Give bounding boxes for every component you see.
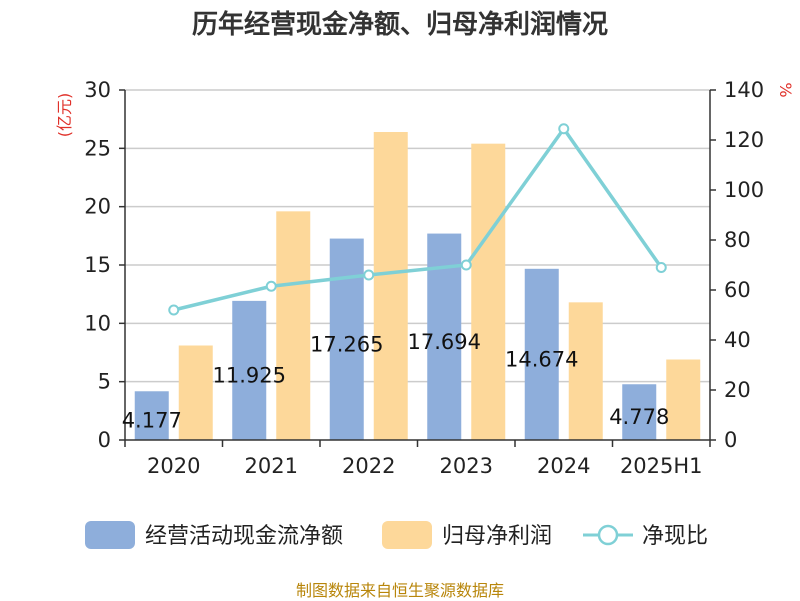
- y-left-tick-label: 5: [98, 370, 111, 394]
- y-right-tick-label: 100: [724, 178, 764, 202]
- x-tick-label: 2023: [440, 454, 493, 478]
- y-right-tick-label: 20: [724, 378, 751, 402]
- y-right-tick-label: 140: [724, 78, 764, 102]
- ratio-point: [265, 280, 277, 292]
- y-left-tick-label: 10: [84, 311, 111, 335]
- ratio-point: [558, 123, 570, 135]
- chart-title: 历年经营现金净额、归母净利润情况: [191, 10, 608, 40]
- y-left-tick-label: 30: [84, 78, 111, 102]
- net-profit-bar: [178, 345, 213, 440]
- cashflow-bar: [622, 384, 657, 440]
- grid-lines: [125, 89, 710, 383]
- x-tick-label: 2021: [245, 454, 298, 478]
- net-profit-bar: [568, 302, 603, 440]
- y-right-tick-label: 0: [724, 428, 737, 452]
- ratio-point: [363, 269, 375, 281]
- x-tick-label: 2022: [342, 454, 395, 478]
- y-left-tick-label: 0: [98, 428, 111, 452]
- legend-swatch-cashflow: [85, 521, 135, 549]
- cashflow-bar: [134, 391, 169, 440]
- y-right-tick-label: 40: [724, 328, 751, 352]
- legend-label-ratio: 净现比: [642, 524, 708, 549]
- y-left-tick-label: 15: [84, 253, 111, 277]
- y-left-axis-label: (亿元): [55, 93, 74, 138]
- data-labels: 4.177 11.925 17.265 17.694 14.674 4.778: [122, 330, 670, 433]
- cashflow-data-label: 4.177: [122, 409, 182, 433]
- x-tick-label: 2020: [147, 454, 200, 478]
- ratio-point: [460, 259, 472, 271]
- cashflow-data-label: 17.265: [310, 332, 383, 356]
- source-note: 制图数据来自恒生聚源数据库: [295, 581, 504, 600]
- y-right-axis-label: %: [776, 82, 795, 97]
- net-profit-bar: [666, 359, 701, 440]
- cashflow-data-label: 14.674: [505, 347, 578, 371]
- y-left-tick-label: 25: [84, 136, 111, 160]
- cashflow-bar: [329, 238, 364, 440]
- cashflow-data-label: 4.778: [609, 405, 669, 429]
- ratio-point: [655, 262, 667, 273]
- legend-label-net-profit: 归母净利润: [442, 524, 552, 549]
- legend: 经营活动现金流净额 归母净利润 净现比: [85, 521, 708, 549]
- axes: 0 5 10 15 20 25 30 0 20 40 60 80 100 120 140 (亿元)% 2020 2…: [55, 78, 795, 478]
- legend-swatch-net-profit: [382, 521, 432, 549]
- ratio-line-path: [173, 125, 663, 312]
- net-profit-bar: [373, 132, 408, 440]
- y-right-tick-label: 80: [724, 228, 751, 252]
- ratio-line: [168, 123, 667, 316]
- y-left-tick-label: 20: [84, 195, 111, 219]
- net-profit-bar: [471, 143, 506, 440]
- cashflow-data-label: 17.694: [408, 330, 481, 354]
- legend-label-cashflow: 经营活动现金流净额: [145, 524, 343, 549]
- net-profit-bar: [276, 211, 311, 440]
- x-tick-label: 2025H1: [620, 454, 703, 478]
- bars: [134, 132, 701, 440]
- cashflow-bar: [232, 300, 267, 440]
- y-right-tick-label: 60: [724, 278, 751, 302]
- legend-swatch-ratio-marker: [597, 524, 619, 546]
- y-right-tick-label: 120: [724, 128, 764, 152]
- cashflow-bar: [524, 268, 559, 440]
- ratio-point: [168, 304, 180, 316]
- x-tick-label: 2024: [537, 454, 590, 478]
- cashflow-data-label: 11.925: [213, 363, 286, 387]
